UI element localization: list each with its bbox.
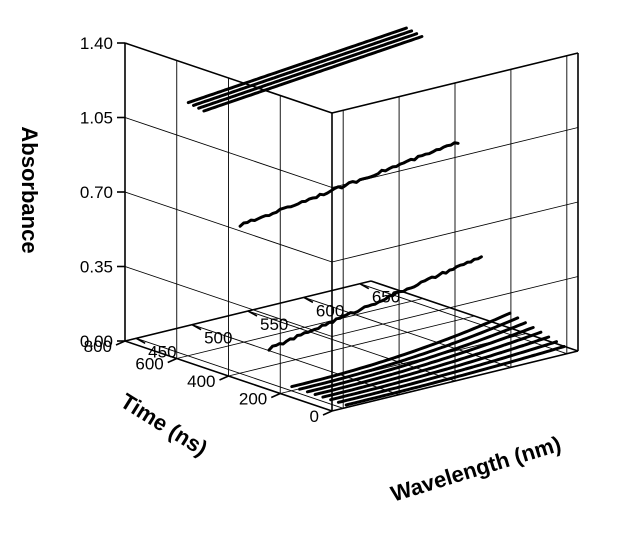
z-tick-label: 1.40 [80, 34, 113, 53]
x-tick-mark [135, 337, 146, 344]
z-tick-label: 0.00 [80, 332, 113, 351]
y-tick-mark [322, 410, 333, 416]
spectrum-trace [238, 141, 460, 228]
spectrum-trace [202, 35, 424, 113]
x-axis-title: Wavelength (nm) [388, 431, 564, 506]
z-tick-label: 0.35 [80, 258, 113, 277]
left-wall-gridline [124, 191, 333, 263]
z-axis-title: Absorbance [17, 126, 42, 253]
x-tick-label: 600 [316, 301, 344, 320]
x-tick-mark [359, 283, 370, 290]
x-tick-label: 650 [372, 288, 400, 307]
spectrum-trace [192, 29, 414, 107]
y-tick-label: 0 [310, 407, 319, 426]
frame-edge [331, 52, 579, 114]
y-tick-label: 800 [84, 337, 112, 356]
z-tick-label: 1.05 [80, 109, 113, 128]
y-tick-mark [219, 375, 229, 381]
floor-gridline [228, 315, 475, 377]
spectrum-trace [313, 326, 535, 396]
y-tick-mark [270, 392, 281, 399]
spectrum-trace [321, 330, 543, 399]
floor-gridline [176, 298, 423, 359]
y-tick-label: 200 [239, 390, 267, 409]
y-tick-mark [167, 357, 178, 364]
tick-layer: 0.00 0.35 0.70 1.05 1.40 0 200 400 600 800 450 500 5… [80, 34, 400, 426]
spectrum-trace [290, 311, 512, 389]
y-axis-title: Time (ns) [116, 388, 212, 461]
spectrum-trace [298, 316, 520, 391]
spectrum-trace [336, 340, 558, 404]
frame-edge [124, 42, 333, 114]
x-tick-mark [247, 310, 258, 317]
x-tick-label: 450 [148, 342, 176, 361]
z-tick-label: 0.70 [80, 183, 113, 202]
left-wall-gridline [124, 266, 333, 337]
trace-layer [186, 26, 566, 407]
y-tick-mark [115, 340, 126, 346]
left-wall-gridline [124, 117, 333, 188]
spectrum-trace [197, 32, 419, 110]
spectrum-trace [344, 345, 566, 407]
right-wall-gridline [331, 201, 579, 263]
spectrum-trace [186, 26, 408, 105]
y-tick-label: 600 [135, 355, 163, 374]
x-tick-mark [303, 296, 314, 304]
spectrum-trace [329, 335, 551, 402]
x-tick-label: 500 [204, 329, 232, 348]
spectrum-trace [267, 255, 483, 352]
y-tick-label: 400 [187, 372, 215, 391]
right-wall-gridline [331, 276, 579, 337]
frame-edge [331, 350, 579, 412]
spectrum-trace [305, 321, 527, 394]
x-tick-label: 550 [260, 315, 288, 334]
x-tick-mark [191, 323, 202, 331]
